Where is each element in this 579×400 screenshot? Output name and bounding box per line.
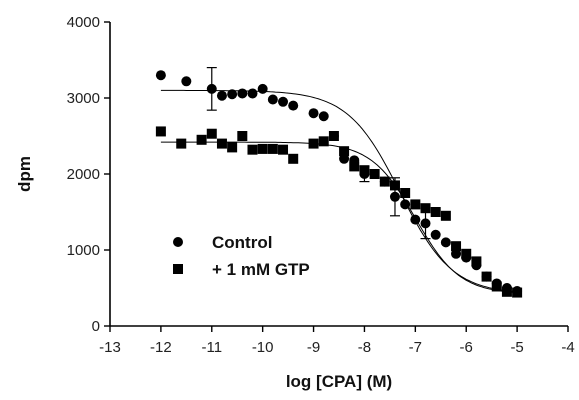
data-point-gtp [176, 139, 186, 149]
data-point-gtp [197, 135, 207, 145]
data-point-control [431, 230, 441, 240]
data-point-gtp [421, 203, 431, 213]
data-point-control [421, 218, 431, 228]
data-point-control [217, 91, 227, 101]
y-ticks: 0 1000 2000 3000 4000 [67, 14, 110, 335]
data-point-control [268, 95, 278, 105]
data-point-control [400, 199, 410, 209]
data-point-gtp [217, 139, 227, 149]
x-tick-label: -11 [201, 339, 222, 356]
data-point-gtp [227, 142, 237, 152]
data-point-gtp [359, 165, 369, 175]
data-point-gtp [492, 281, 502, 291]
y-tick-label: 4000 [67, 14, 100, 31]
data-point-control [181, 76, 191, 86]
x-tick-label: -12 [150, 339, 172, 356]
data-point-control [227, 89, 237, 99]
legend-marker-gtp [173, 264, 183, 274]
data-point-gtp [309, 139, 319, 149]
axes: -13 -12 -11 -10 -9 -8 -7 -6 -5 -4 0 1000 2000 3000 40… [67, 14, 575, 356]
data-point-gtp [400, 188, 410, 198]
data-point-control [309, 108, 319, 118]
data-point-control [441, 237, 451, 247]
y-tick-label: 1000 [67, 242, 100, 259]
x-tick-label: -10 [252, 339, 274, 356]
data-point-control [278, 97, 288, 107]
data-point-gtp [380, 177, 390, 187]
y-tick-label: 3000 [67, 90, 100, 107]
data-point-gtp [268, 144, 278, 154]
x-tick-label: -7 [409, 339, 422, 356]
data-point-control [410, 215, 420, 225]
legend-label-gtp: + 1 mM GTP [212, 260, 310, 279]
data-point-gtp [278, 145, 288, 155]
data-point-control [319, 111, 329, 121]
data-point-gtp [319, 136, 329, 146]
x-axis-title: log [CPA] (M) [286, 372, 392, 391]
data-point-control [237, 88, 247, 98]
data-point-gtp [451, 241, 461, 251]
data-point-gtp [390, 180, 400, 190]
x-tick-label: -9 [307, 339, 320, 356]
x-tick-label: -5 [510, 339, 523, 356]
data-point-gtp [461, 249, 471, 259]
x-tick-label: -8 [358, 339, 371, 356]
legend-label-control: Control [212, 233, 272, 252]
data-point-control [258, 84, 268, 94]
data-point-gtp [502, 287, 512, 297]
data-point-gtp [247, 145, 257, 155]
y-tick-label: 0 [92, 318, 100, 335]
data-point-gtp [339, 146, 349, 156]
data-point-gtp [156, 126, 166, 136]
y-axis-title: dpm [15, 156, 34, 192]
data-point-gtp [410, 199, 420, 209]
data-point-control [156, 70, 166, 80]
data-point-gtp [482, 272, 492, 282]
data-point-gtp [512, 288, 522, 298]
data-point-gtp [258, 144, 268, 154]
x-tick-label: -6 [460, 339, 473, 356]
data-point-gtp [329, 131, 339, 141]
x-tick-label: -4 [561, 339, 574, 356]
data-point-gtp [237, 131, 247, 141]
data-point-gtp [370, 169, 380, 179]
y-tick-label: 2000 [67, 166, 100, 183]
data-point-gtp [441, 211, 451, 221]
data-point-gtp [288, 154, 298, 164]
x-ticks: -13 -12 -11 -10 -9 -8 -7 -6 -5 -4 [99, 326, 575, 356]
data-points [156, 70, 522, 297]
legend-marker-control [173, 237, 183, 247]
data-point-gtp [207, 129, 217, 139]
data-point-control [288, 101, 298, 111]
data-point-gtp [431, 207, 441, 217]
data-point-gtp [471, 256, 481, 266]
x-tick-label: -13 [99, 339, 121, 356]
data-point-control [207, 84, 217, 94]
data-point-control [247, 88, 257, 98]
legend: Control + 1 mM GTP [173, 233, 310, 279]
data-point-gtp [349, 161, 359, 171]
data-point-control [390, 192, 400, 202]
